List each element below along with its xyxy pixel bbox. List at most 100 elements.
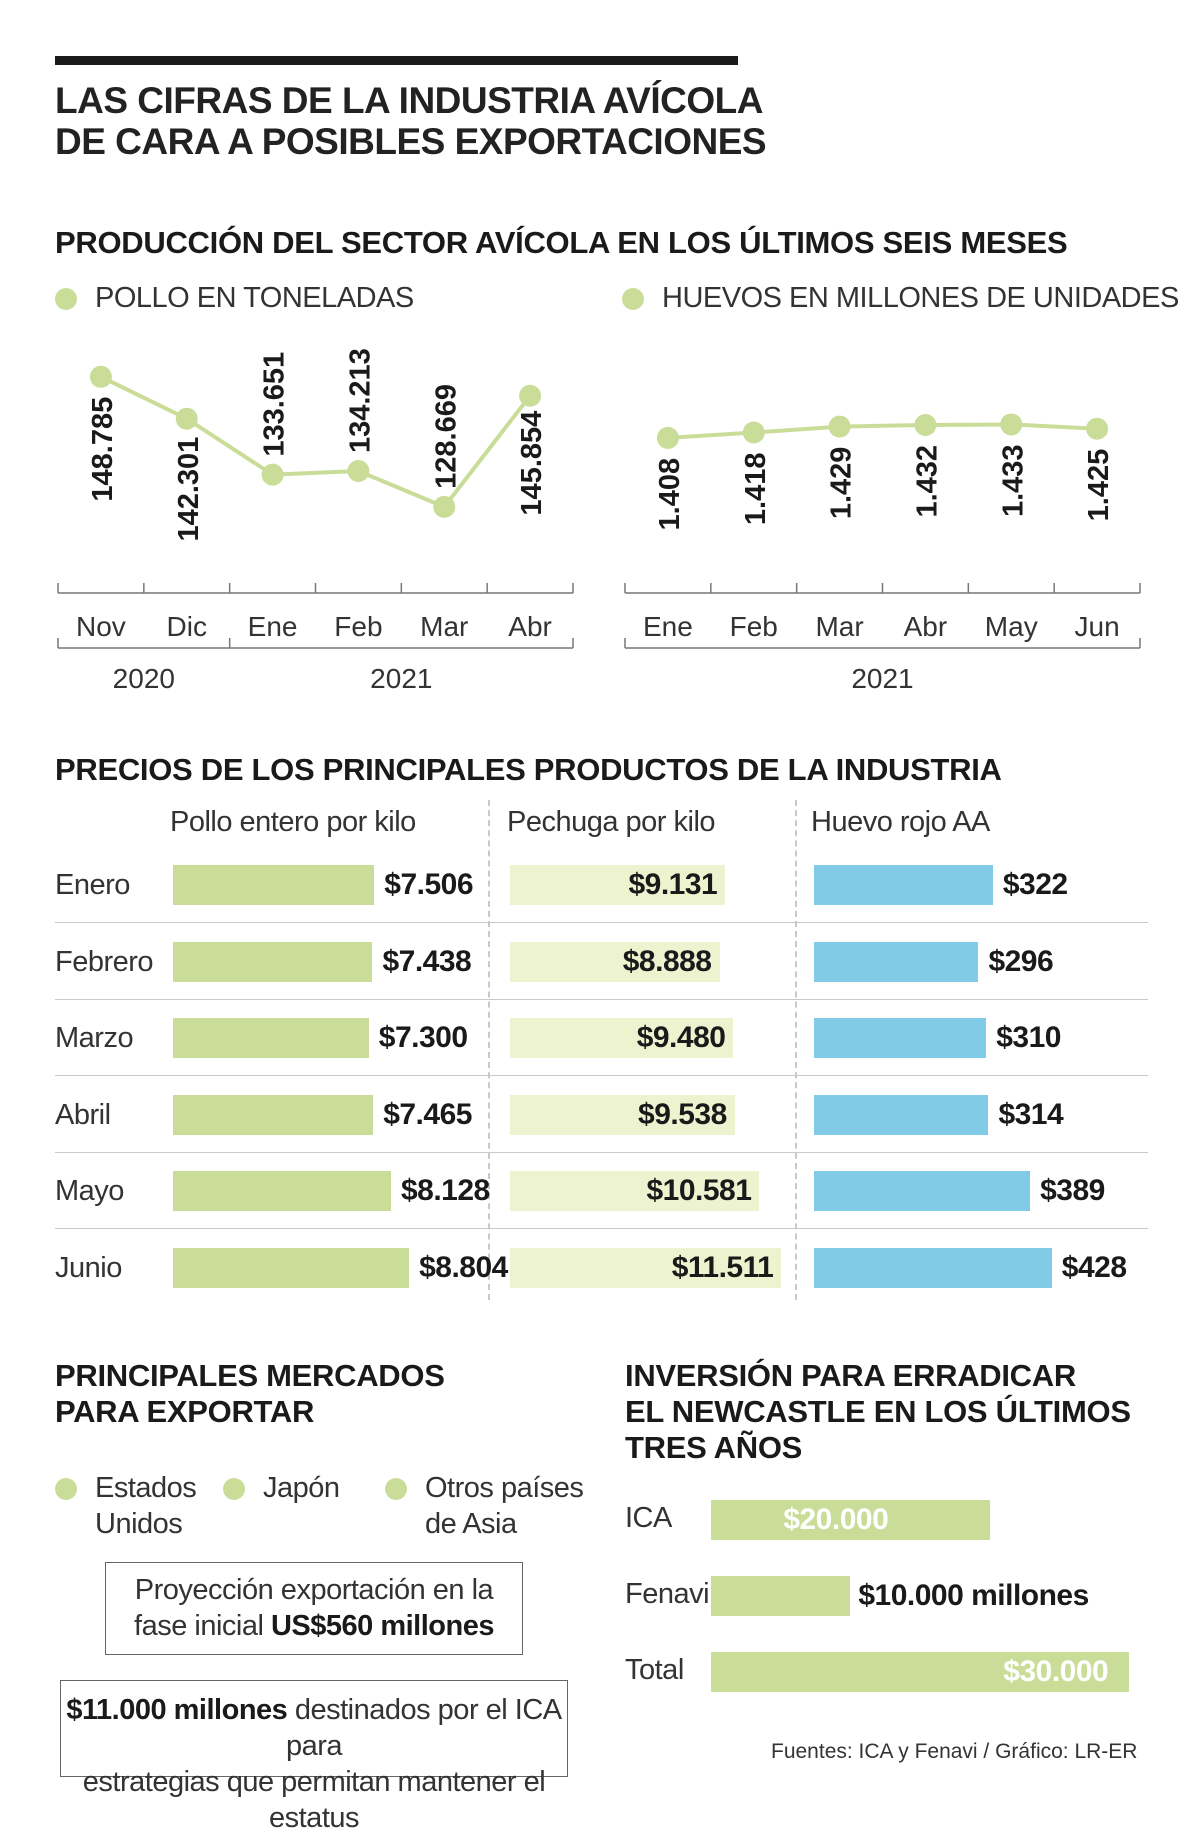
price-row-label: Junio: [55, 1251, 122, 1284]
row-divider: [55, 1228, 1148, 1229]
price-bar: [173, 1018, 369, 1058]
chicken-year-label: 2021: [370, 663, 432, 694]
investment-bar-label: $10.000 millones: [858, 1579, 1089, 1612]
price-bar-label: $314: [998, 1097, 1064, 1131]
projection-prefix: fase inicial: [134, 1610, 271, 1642]
eggs-legend: HUEVOS EN MILLONES DE UNIDADES: [622, 282, 1179, 315]
page-title-line-2: DE CARA A POSIBLES EXPORTACIONES: [55, 121, 767, 162]
column-separator: [488, 800, 490, 1300]
markets-title-line-2: PARA EXPORTAR: [55, 1394, 315, 1429]
price-bar-label: $7.438: [382, 944, 472, 978]
eggs-point: [914, 413, 937, 436]
legend-dot-icon: [622, 287, 644, 310]
column-separator: [795, 800, 797, 1300]
eggs-legend-label: HUEVOS EN MILLONES DE UNIDADES: [662, 282, 1179, 314]
chicken-tick-label: Dic: [167, 611, 207, 642]
eggs-point: [656, 426, 679, 449]
price-bar-label: $389: [1040, 1174, 1105, 1207]
chicken-value-label: 133.651: [259, 352, 291, 457]
row-divider: [55, 1075, 1148, 1076]
price-bar-label: $310: [996, 1021, 1061, 1054]
markets-title: PRINCIPALES MERCADOS PARA EXPORTAR: [55, 1358, 445, 1430]
price-bar: [173, 941, 373, 982]
chicken-tick-label: Mar: [420, 611, 468, 642]
investment-bars: ICA $20.000 millones Fenavi $10.000 millone…: [620, 1500, 1180, 1722]
chicken-line-chart: 148.785 142.301 133.651 134.213 128.669 145.8…: [57, 348, 574, 694]
chicken-value-label: 145.854: [516, 411, 548, 516]
price-bar-label: $8.128: [400, 1174, 490, 1207]
ica-value: $11.000 millones: [66, 1694, 288, 1726]
market-label-line: Otros países: [425, 1472, 584, 1504]
price-bar: [510, 1247, 782, 1288]
eggs-value-label: 1.433: [997, 444, 1029, 517]
chicken-tick-label: Feb: [334, 611, 382, 642]
price-column-header: Huevo rojo AA: [811, 806, 990, 838]
market-dot-icon: [385, 1478, 407, 1500]
prices-title: PRECIOS DE LOS PRINCIPALES PRODUCTOS DE …: [55, 752, 1002, 787]
eggs-point: [742, 421, 765, 444]
price-bar: [814, 941, 979, 982]
chicken-tick-label: Nov: [76, 611, 126, 642]
chicken-point: [433, 495, 456, 518]
market-label: Japón: [263, 1470, 340, 1506]
markets-list: Estados Unidos Japón Otros países de Asia: [55, 1470, 595, 1560]
eggs-point: [1000, 413, 1023, 436]
eggs-tick-label: Feb: [730, 611, 778, 642]
eggs-tick-label: Mar: [815, 611, 863, 642]
price-bar-label: $428: [1061, 1250, 1127, 1284]
eggs-tick-label: May: [985, 611, 1038, 642]
market-dot-icon: [55, 1478, 77, 1500]
chicken-value-label: 128.669: [430, 384, 462, 489]
investment-bar: [711, 1576, 851, 1616]
price-bar-label: $9.131: [628, 868, 718, 901]
market-label-line: Estados: [95, 1472, 197, 1504]
price-bar-label: $8.888: [622, 944, 712, 978]
ica-line-1: $11.000 millones destinados por el ICA p…: [61, 1692, 567, 1764]
projection-line-2: fase inicial US$560 millones: [106, 1608, 522, 1644]
price-bar: [173, 865, 375, 905]
price-row-label: Marzo: [55, 1022, 134, 1054]
price-column-header: Pechuga por kilo: [507, 806, 716, 838]
price-bar: [814, 1094, 989, 1135]
chicken-series-line: [100, 374, 532, 510]
eggs-series-line: [667, 422, 1098, 440]
eggs-value-label: 1.429: [826, 447, 858, 520]
eggs-year-label: 2021: [851, 663, 913, 694]
markets-title-line-1: PRINCIPALES MERCADOS: [55, 1358, 445, 1393]
price-bar: [510, 1018, 734, 1058]
price-row-label: Abril: [55, 1098, 111, 1131]
chicken-point: [347, 460, 370, 483]
market-label: Estados Unidos: [95, 1470, 197, 1542]
chicken-point: [175, 407, 198, 430]
investment-title: INVERSIÓN PARA ERRADICAR EL NEWCASTLE EN…: [625, 1358, 1131, 1466]
market-item: Estados Unidos: [55, 1470, 197, 1542]
market-label-line: Unidos: [95, 1508, 183, 1540]
price-bar-label: $10.581: [646, 1174, 752, 1207]
eggs-tick-label: Abr: [904, 611, 948, 642]
market-dot-icon: [223, 1478, 245, 1500]
row-divider: [55, 922, 1148, 923]
projection-line-1: Proyección exportación en la: [134, 1574, 494, 1606]
investment-title-line-2: EL NEWCASTLE EN LOS ÚLTIMOS: [625, 1394, 1131, 1429]
market-label-line: de Asia: [425, 1508, 517, 1540]
price-bar-label: $296: [988, 944, 1054, 978]
production-title: PRODUCCIÓN DEL SECTOR AVÍCOLA EN LOS ÚLT…: [55, 225, 1068, 260]
price-row-label: Mayo: [55, 1175, 124, 1207]
eggs-value-label: 1.432: [911, 445, 943, 518]
projection-value: US$560 millones: [270, 1610, 495, 1642]
price-bar-label: $7.465: [383, 1097, 472, 1131]
ica-text-2: estrategias que permitan mantener el est…: [82, 1766, 546, 1834]
price-bar-label: $11.511: [671, 1250, 774, 1284]
eggs-value-label: 1.408: [654, 458, 686, 531]
eggs-line-chart: 1.408 1.418 1.429 1.432 1.433 1.425 Ene Feb Mar A…: [624, 413, 1141, 694]
investment-label: Total: [625, 1654, 684, 1686]
price-bar-label: $7.506: [384, 868, 474, 901]
price-bar: [510, 1171, 760, 1211]
investment-title-line-1: INVERSIÓN PARA ERRADICAR: [625, 1358, 1076, 1393]
top-rule: [55, 56, 738, 65]
eggs-value-label: 1.418: [740, 453, 772, 526]
legend-dot-icon: [55, 287, 77, 310]
market-label: Otros países de Asia: [425, 1470, 584, 1542]
eggs-point: [828, 415, 851, 438]
eggs-tick-label: Ene: [643, 611, 693, 642]
